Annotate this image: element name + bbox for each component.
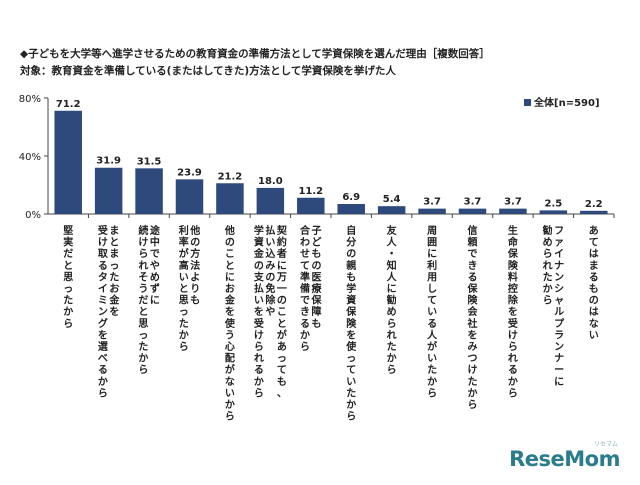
y-tick-label: 40% <box>19 152 41 163</box>
category-label: 子どもの医療保障も合わせて準備できるから <box>299 224 323 353</box>
bar <box>135 168 163 214</box>
category-label: 生命保険料控除を受けられるから <box>507 224 519 399</box>
data-label: 18.0 <box>258 176 283 187</box>
bar <box>54 110 82 214</box>
bar <box>539 210 568 214</box>
bar <box>418 208 446 214</box>
legend-swatch <box>524 99 531 106</box>
data-label: 3.7 <box>464 197 482 208</box>
data-label: 21.2 <box>218 171 243 182</box>
category-label: 周囲に利用している人がいたから <box>426 225 438 399</box>
data-label: 23.9 <box>177 167 202 178</box>
data-label: 11.2 <box>298 186 323 197</box>
data-label: 2.2 <box>585 199 603 210</box>
category-label: 契約者に万一のことがあっても、払い込みの免除や学資金の支払いを受けられるから <box>253 224 288 399</box>
data-label: 31.9 <box>96 156 121 167</box>
chart-title: ◆子どもを大学等へ進学させるための教育資金の準備方法として学資保険を選んだ理由［… <box>20 48 490 60</box>
data-label: 71.2 <box>56 99 81 110</box>
category-label: あてはまるものはない <box>589 224 599 341</box>
data-label: 2.5 <box>544 198 562 209</box>
bar <box>94 167 123 214</box>
category-label: 途中でやめずに続けられそうだと思ったから <box>138 224 161 376</box>
data-label: 3.7 <box>423 197 441 208</box>
data-label: 31.5 <box>137 156 162 167</box>
bar <box>499 208 527 214</box>
logo-subtext: リセマム <box>593 441 618 448</box>
category-label: 自分の親も学資保険を使っていたから <box>345 224 357 423</box>
bar <box>377 206 406 214</box>
category-label: 堅実だと思ったから <box>63 225 73 330</box>
chart-subtitle: 対象：教育資金を準備している(またはしてきた)方法として学資保険を挙げた人 <box>20 65 396 77</box>
legend-label: 全体[n=590] <box>533 96 600 109</box>
bar <box>297 197 325 214</box>
y-tick-label: 80% <box>19 94 41 105</box>
bar <box>458 208 487 214</box>
bar <box>216 183 244 214</box>
y-tick-label: 0% <box>25 210 41 221</box>
bar <box>175 179 204 214</box>
data-label: 6.9 <box>342 192 360 203</box>
category-label: 他のことにお金を使う心配がないから <box>224 224 236 423</box>
bar <box>256 187 285 214</box>
data-label: 3.7 <box>504 197 522 208</box>
category-label: ファイナンシャルプランナーに勧められたから <box>543 224 566 388</box>
category-label: 友人・知人に勧められたから <box>386 224 398 376</box>
category-label: 信頼できる保険会社をみつけたから <box>467 224 479 411</box>
logo-text: ReseMom <box>509 447 620 471</box>
category-label: 他の方法よりも利率が高いと思ったから <box>179 224 201 353</box>
category-label: まとまったお金を受け取るタイミングを選べるから <box>98 224 121 399</box>
resemom-logo: ReseMom リセマム <box>509 441 620 471</box>
bar <box>337 203 365 214</box>
bar <box>580 210 608 214</box>
data-label: 5.4 <box>383 194 401 205</box>
